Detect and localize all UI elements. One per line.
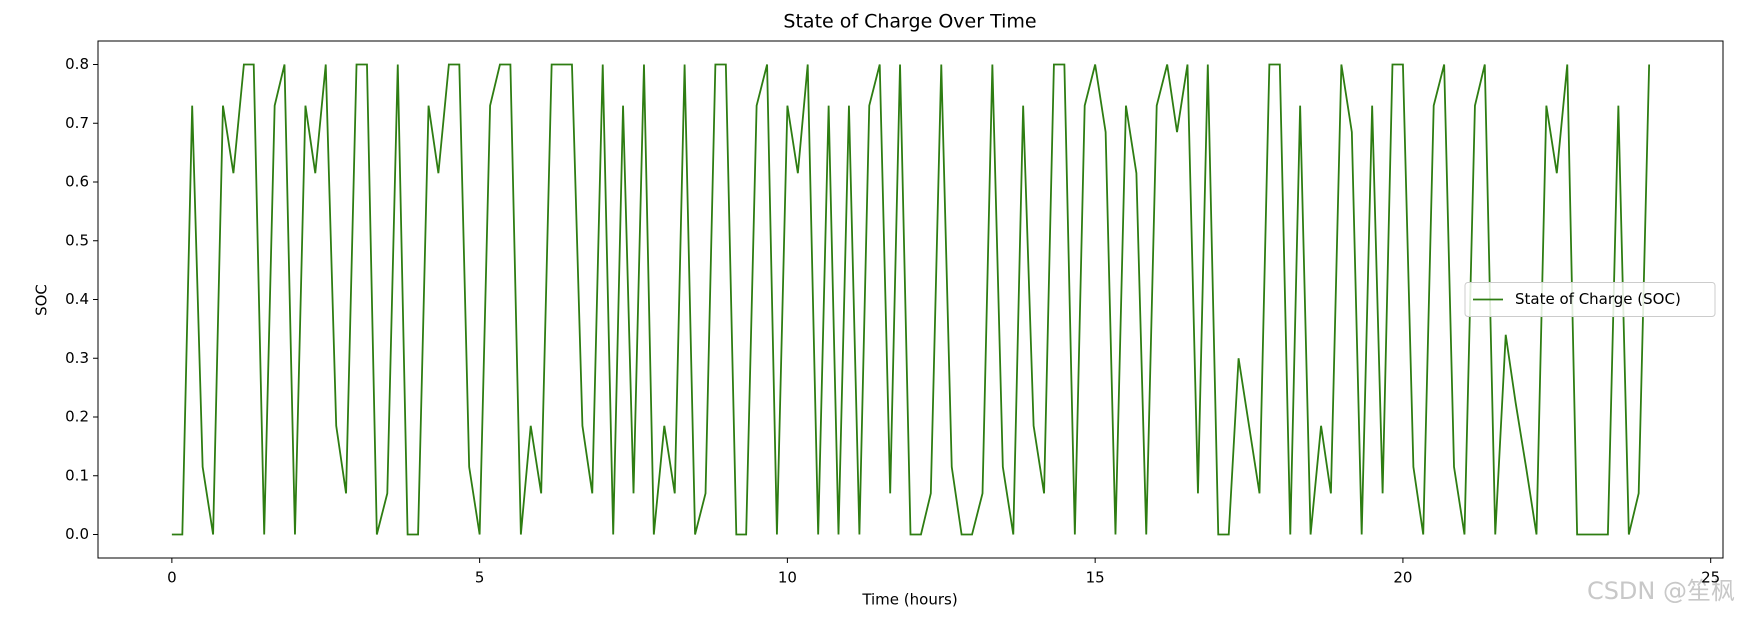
x-tick-label: 5 <box>475 569 485 587</box>
legend-label: State of Charge (SOC) <box>1515 290 1681 308</box>
y-tick-label: 0.6 <box>65 173 89 191</box>
y-tick-label: 0.0 <box>65 525 89 543</box>
x-tick-label: 20 <box>1393 569 1412 587</box>
y-tick-label: 0.2 <box>65 408 89 426</box>
x-tick-label: 15 <box>1086 569 1105 587</box>
y-tick-label: 0.3 <box>65 349 89 367</box>
x-tick-label: 10 <box>778 569 797 587</box>
y-tick-label: 0.7 <box>65 114 89 132</box>
chart-title: State of Charge Over Time <box>783 11 1036 33</box>
series-line <box>171 63 1651 536</box>
legend-box <box>1464 282 1716 317</box>
x-tick-label: 25 <box>1701 569 1720 587</box>
y-tick-label: 0.5 <box>65 231 89 249</box>
watermark: CSDN @笙枫 <box>1587 577 1735 605</box>
y-tick-label: 0.4 <box>65 290 89 308</box>
y-axis-label: SOC <box>33 284 51 316</box>
x-axis-label: Time (hours) <box>861 591 957 609</box>
y-tick-label: 0.1 <box>65 466 89 484</box>
y-tick-label: 0.8 <box>65 55 89 73</box>
x-tick-label: 0 <box>167 569 177 587</box>
